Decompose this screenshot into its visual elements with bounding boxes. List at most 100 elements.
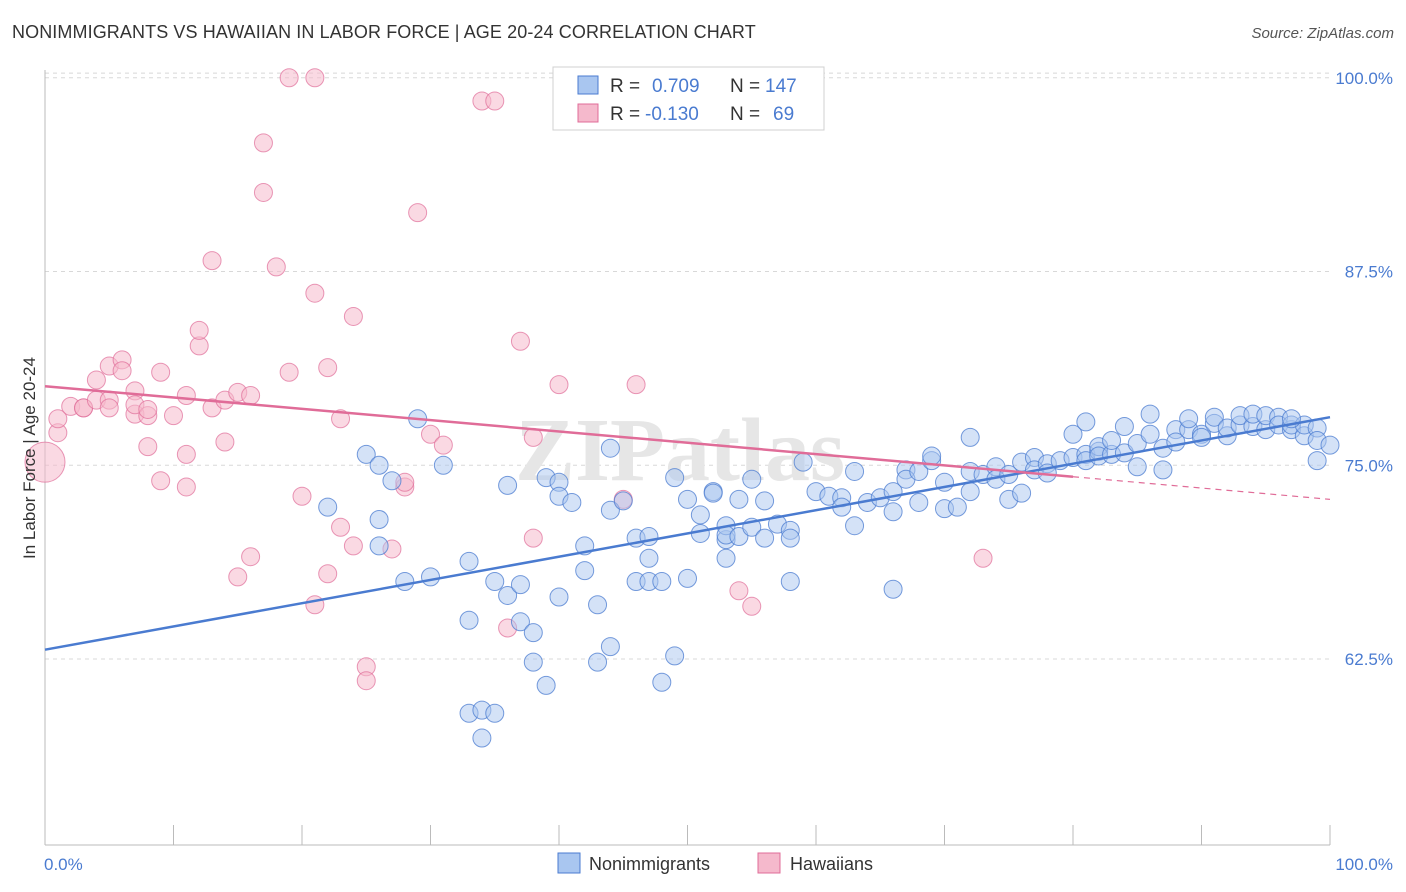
series-legend-swatch-hawaiians — [757, 852, 781, 874]
hawaiians-point — [742, 596, 762, 616]
nonimmigrants-point — [909, 492, 929, 512]
y-axis-title: In Labor Force | Age 20-24 — [20, 357, 39, 559]
hawaiians-point — [292, 486, 312, 506]
hawaiians-point — [331, 517, 351, 537]
legend-r-label: R = — [610, 104, 640, 125]
nonimmigrants-point — [1140, 424, 1160, 444]
series-legend-swatch-nonimmigrants — [557, 852, 581, 874]
hawaiians-point — [279, 68, 299, 88]
legend-n-label: N = — [730, 76, 760, 97]
nonimmigrants-point — [562, 492, 582, 512]
nonimmigrants-point — [780, 528, 800, 548]
nonimmigrants-point — [459, 551, 479, 571]
nonimmigrants-point — [883, 502, 903, 522]
nonimmigrants-point — [600, 637, 620, 657]
hawaiians-point — [549, 375, 569, 395]
hawaiians-point — [253, 182, 273, 202]
y-tick-label: 87.5% — [1345, 263, 1393, 282]
nonimmigrants-point — [1140, 404, 1160, 424]
nonimmigrants-point — [523, 652, 543, 672]
source-attribution: Source: ZipAtlas.com — [1251, 25, 1394, 42]
nonimmigrants-point — [369, 510, 389, 529]
chart-title: NONIMMIGRANTS VS HAWAIIAN IN LABOR FORCE… — [12, 22, 756, 42]
x-tick-label: 0.0% — [44, 855, 83, 874]
hawaiians-point — [421, 424, 440, 444]
hawaiians-point — [228, 567, 248, 587]
nonimmigrants-point — [845, 516, 865, 536]
y-tick-label: 62.5% — [1345, 650, 1393, 669]
nonimmigrants-point — [549, 587, 569, 607]
nonimmigrants-point — [369, 536, 389, 556]
hawaiians-point — [99, 398, 119, 418]
nonimmigrants-point — [780, 572, 800, 591]
x-tick-label: 100.0% — [1335, 855, 1393, 874]
nonimmigrants-point — [1102, 430, 1122, 450]
nonimmigrants-point — [613, 491, 633, 511]
nonimmigrants-point — [729, 527, 749, 547]
nonimmigrants-point — [1192, 427, 1211, 447]
legend-swatch-hawaiians — [577, 103, 599, 123]
nonimmigrants-point — [421, 567, 440, 587]
hawaiians-point — [343, 306, 363, 326]
hawaiians-point — [112, 361, 132, 381]
hawaiians-trend-line-extension — [1072, 476, 1331, 500]
nonimmigrants-point — [947, 497, 967, 517]
nonimmigrants-point — [536, 675, 556, 695]
hawaiians-point — [318, 358, 338, 378]
nonimmigrants-point — [883, 579, 903, 599]
nonimmigrants-point — [485, 572, 505, 591]
nonimmigrants-point — [742, 469, 762, 489]
nonimmigrants-point — [960, 427, 980, 447]
nonimmigrants-point — [960, 482, 980, 502]
hawaiians-point — [202, 251, 222, 271]
legend-swatch-nonimmigrants — [577, 75, 599, 95]
nonimmigrants-point — [510, 612, 530, 632]
nonimmigrants-point — [678, 568, 697, 588]
hawaiians-point — [305, 283, 325, 303]
nonimmigrants-point — [523, 623, 543, 643]
nonimmigrants-point — [395, 572, 415, 591]
nonimmigrants-trend-line — [44, 415, 1331, 651]
nonimmigrants-point — [639, 527, 659, 547]
legend-n-label: N = — [730, 104, 760, 125]
nonimmigrants-point — [459, 610, 479, 630]
nonimmigrants-point — [382, 471, 402, 491]
nonimmigrants-point — [1320, 435, 1340, 455]
nonimmigrants-point — [1204, 407, 1224, 427]
y-tick-label: 100.0% — [1335, 69, 1393, 88]
hawaiians-point — [138, 437, 158, 457]
hawaiians-point — [176, 444, 196, 464]
nonimmigrants-point — [793, 452, 813, 472]
nonimmigrants-point — [433, 455, 453, 475]
nonimmigrants-point — [690, 505, 710, 525]
hawaiians-point — [151, 471, 171, 491]
hawaiians-point — [176, 477, 196, 497]
nonimmigrants-point — [1012, 483, 1032, 503]
series-legend-label-hawaiians: Hawaiians — [790, 854, 873, 874]
nonimmigrants-point — [1307, 451, 1327, 471]
hawaiians-point — [189, 320, 209, 340]
nonimmigrants-point — [1114, 417, 1134, 436]
hawaiians-point — [523, 528, 543, 548]
series-legend: Nonimmigrants Hawaiians — [557, 852, 873, 874]
nonimmigrants-point — [498, 585, 518, 605]
y-tick-label: 75.0% — [1345, 456, 1393, 475]
nonimmigrants-point — [369, 455, 389, 475]
hawaiians-point — [266, 257, 286, 277]
nonimmigrants-point — [716, 548, 736, 568]
hawaiians-point — [253, 133, 273, 153]
hawaiians-point — [176, 386, 196, 405]
nonimmigrants-point — [729, 489, 749, 509]
nonimmigrants-point — [678, 489, 697, 509]
nonimmigrants-point — [472, 728, 492, 748]
correlation-legend: R = 0.709 N = 147 R = -0.130 N = 69 — [552, 66, 825, 131]
nonimmigrants-point — [588, 652, 608, 672]
nonimmigrants-point — [703, 483, 723, 503]
hawaiians-point — [305, 68, 325, 88]
nonimmigrants-point — [639, 548, 659, 568]
series-legend-label-nonimmigrants: Nonimmigrants — [589, 854, 710, 874]
nonimmigrants-point — [922, 446, 942, 466]
hawaiians-point — [433, 435, 453, 455]
hawaiians-point — [343, 536, 363, 556]
